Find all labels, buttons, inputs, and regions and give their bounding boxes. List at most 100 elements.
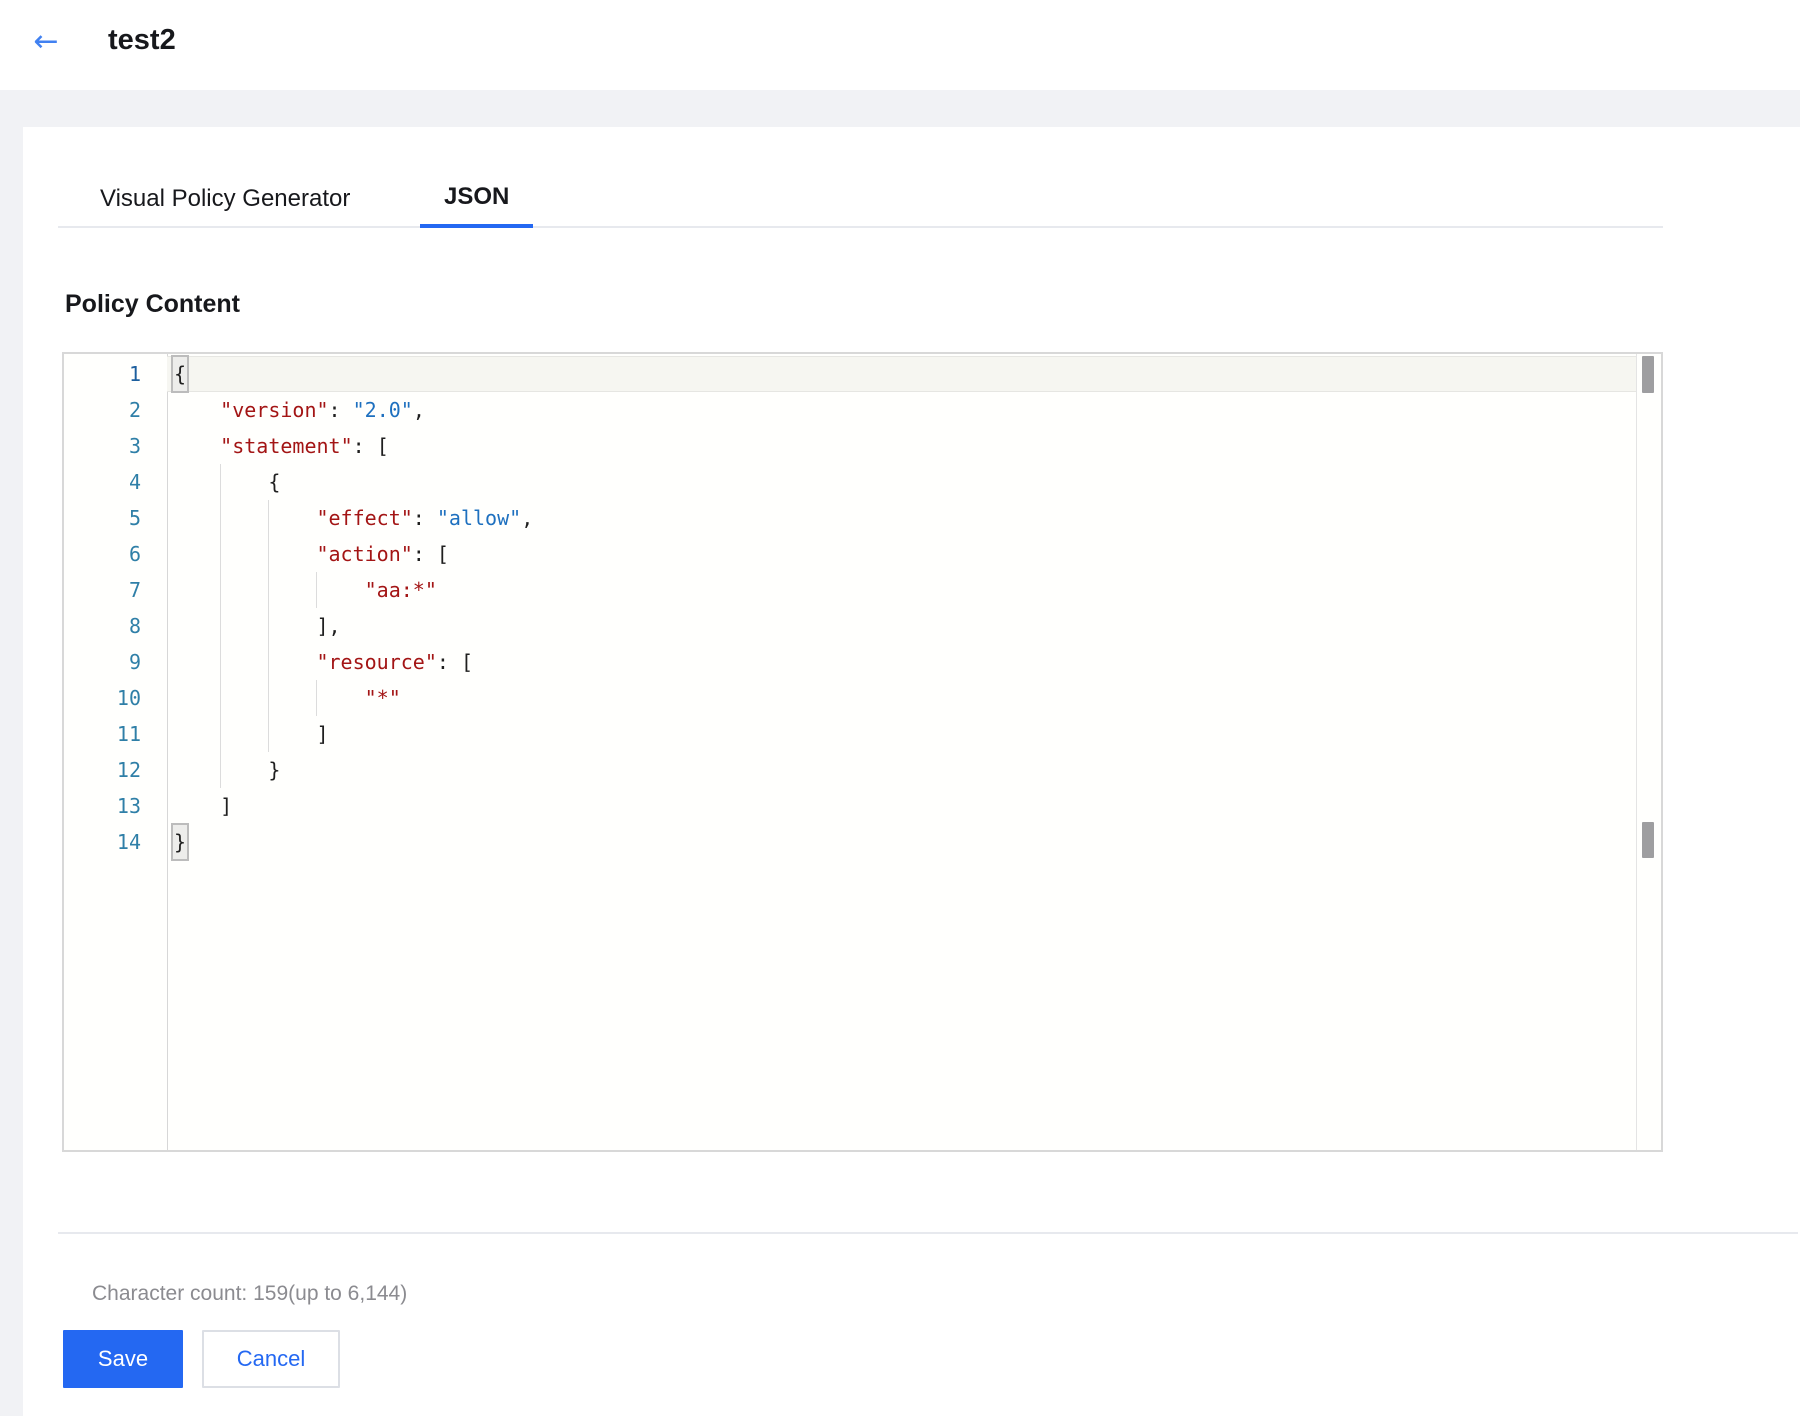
line-number: 4 (128, 470, 141, 494)
token-key: "statement" (220, 434, 353, 458)
code-line[interactable]: 11] (64, 716, 1636, 752)
line-number: 3 (128, 434, 141, 458)
indent-space (172, 608, 220, 644)
token-key: "resource" (316, 650, 437, 674)
line-number: 13 (116, 794, 141, 818)
code-line[interactable]: 2 "version": "2.0", (64, 392, 1636, 428)
code-line[interactable]: 7 "aa:*" (64, 572, 1636, 608)
indent-guide (316, 572, 364, 608)
indent-guide (220, 500, 268, 536)
indent-guide (220, 572, 268, 608)
line-number: 12 (116, 758, 141, 782)
scrollbar-thumb-top[interactable] (1642, 356, 1654, 393)
tab-visual-policy-generator[interactable]: Visual Policy Generator (98, 170, 352, 228)
indent-space (172, 500, 220, 536)
code-line-content: } (167, 823, 1636, 861)
token-punct: : (412, 506, 437, 530)
indent-space (172, 716, 220, 752)
indent-guide (220, 536, 268, 572)
indent-guide (220, 752, 268, 788)
character-count-label: Character count: (92, 1282, 248, 1305)
page-title: test2 (108, 24, 176, 56)
code-line[interactable]: 8], (64, 608, 1636, 644)
cancel-button[interactable]: Cancel (202, 1330, 340, 1388)
token-punct: , (412, 398, 425, 422)
token-brace: { (170, 355, 190, 393)
code-line[interactable]: 12} (64, 752, 1636, 788)
character-count: Character count: 159(up to 6,144) (92, 1282, 407, 1306)
token-punct: : (328, 398, 353, 422)
scrollbar-thumb-cursor[interactable] (1642, 822, 1654, 858)
save-button[interactable]: Save (63, 1330, 183, 1388)
code-line-content: "version": "2.0", (167, 392, 1636, 428)
code-line-content: "statement": [ (167, 428, 1636, 464)
token-str: "*" (364, 686, 401, 710)
code-line-content: ] (167, 788, 1636, 824)
indent-space (172, 680, 220, 716)
indent-space (172, 788, 220, 824)
footer-divider (58, 1232, 1798, 1234)
indent-guide (316, 680, 364, 716)
indent-guide (268, 608, 316, 644)
token-brace: } (170, 823, 190, 861)
character-count-value: 159 (253, 1282, 289, 1305)
line-number: 11 (116, 722, 141, 746)
indent-guide (220, 680, 268, 716)
code-line-content: } (167, 752, 1636, 788)
code-line-content: "resource": [ (167, 644, 1636, 680)
indent-space (172, 464, 220, 500)
indent-guide (268, 572, 316, 608)
code-line[interactable]: 1{ (64, 355, 1636, 393)
indent-guide (268, 716, 316, 752)
token-punct: : [ (412, 542, 449, 566)
indent-guide (220, 608, 268, 644)
code-line-content: "action": [ (167, 536, 1636, 572)
code-line[interactable]: 4{ (64, 464, 1636, 500)
code-line[interactable]: 9 "resource": [ (64, 644, 1636, 680)
token-punct: ] (316, 722, 329, 746)
code-line[interactable]: 5 "effect": "allow", (64, 500, 1636, 536)
character-count-limit: (up to 6,144) (288, 1282, 408, 1305)
code-line-content: "*" (167, 680, 1636, 716)
tab-bar: Visual Policy Generator JSON (58, 172, 1663, 228)
top-header: ← test2 (0, 0, 1800, 90)
indent-guide (268, 536, 316, 572)
line-number: 7 (128, 578, 141, 602)
code-line[interactable]: 3 "statement": [ (64, 428, 1636, 464)
indent-guide (220, 464, 268, 500)
token-punct: { (268, 470, 281, 494)
indent-space (172, 644, 220, 680)
indent-guide (268, 644, 316, 680)
indent-space (172, 752, 220, 788)
json-code-editor[interactable]: 1{2 "version": "2.0", 3 "statement": [4{5 "e… (62, 352, 1663, 1152)
code-line[interactable]: 10 "*" (64, 680, 1636, 716)
token-val: "2.0" (352, 398, 413, 422)
tab-json[interactable]: JSON (420, 170, 534, 228)
line-number: 1 (128, 362, 141, 386)
code-line-content: "effect": "allow", (167, 500, 1636, 536)
indent-guide (220, 644, 268, 680)
indent-space (172, 392, 220, 428)
code-line-content: { (167, 464, 1636, 500)
token-punct: : [ (352, 434, 389, 458)
line-number: 10 (116, 686, 141, 710)
code-line[interactable]: 14} (64, 823, 1636, 861)
token-punct: ], (316, 614, 341, 638)
code-line-content: ], (167, 608, 1636, 644)
code-line[interactable]: 6 "action": [ (64, 536, 1636, 572)
token-key: "version" (220, 398, 329, 422)
editor-scrollbar-track[interactable] (1636, 354, 1661, 1150)
code-line[interactable]: 13] (64, 788, 1636, 824)
token-key: "action" (316, 542, 413, 566)
indent-guide (268, 680, 316, 716)
code-lines: 1{2 "version": "2.0", 3 "statement": [4{5 "e… (64, 355, 1636, 861)
token-punct: : [ (436, 650, 474, 674)
line-number: 5 (128, 506, 141, 530)
line-number: 8 (128, 614, 141, 638)
token-punct: } (268, 758, 281, 782)
policy-card: Visual Policy Generator JSON Policy Cont… (23, 127, 1800, 1416)
indent-guide (220, 716, 268, 752)
line-number: 9 (128, 650, 141, 674)
token-punct: ] (220, 794, 233, 818)
back-arrow-icon[interactable]: ← (26, 22, 66, 62)
